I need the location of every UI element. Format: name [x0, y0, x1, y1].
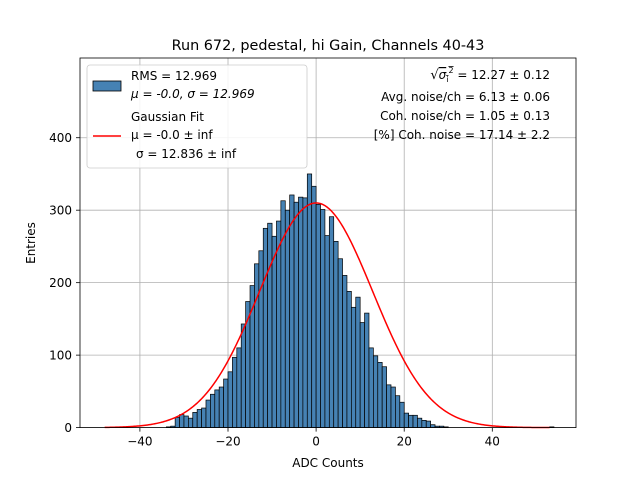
- histogram-bar: [320, 209, 326, 428]
- legend-hist-rms: RMS = 12.969: [131, 69, 217, 83]
- histogram-bar: [311, 185, 317, 428]
- histogram-bar: [346, 291, 352, 428]
- x-tick-label: −20: [215, 435, 240, 449]
- histogram-bar: [271, 235, 277, 428]
- y-tick-label: 300: [49, 203, 72, 217]
- histogram-bar: [223, 378, 229, 428]
- histogram-bar: [236, 347, 242, 428]
- legend: RMS = 12.969 μ = -0.0, σ = 12.969 Gaussi…: [86, 64, 308, 169]
- histogram-bar: [188, 417, 194, 428]
- histogram-bar: [355, 296, 361, 428]
- y-tick-label: 200: [49, 276, 72, 290]
- histogram-bar: [408, 414, 414, 428]
- histogram-bar: [315, 204, 321, 428]
- legend-hist-swatch: [92, 80, 122, 92]
- annotation-avg-noise: Avg. noise/ch = 6.13 ± 0.06: [381, 90, 550, 104]
- x-tick-label: 0: [312, 435, 320, 449]
- histogram-bar: [430, 424, 436, 428]
- histogram-bar: [240, 323, 246, 428]
- histogram-bar: [328, 216, 335, 428]
- legend-hist-stats: μ = -0.0, σ = 12.969: [130, 87, 255, 101]
- histogram-bar: [386, 384, 392, 428]
- chart-title: Run 672, pedestal, hi Gain, Channels 40-…: [172, 38, 485, 54]
- histogram-bar: [364, 312, 370, 428]
- histogram-bar: [350, 306, 357, 428]
- annotation-coh-noise-percent: [%] Coh. noise = 17.14 ± 2.2: [374, 128, 550, 142]
- histogram-bar: [359, 322, 365, 428]
- y-axis-label: Entries: [24, 222, 38, 264]
- x-tick-label: −40: [127, 435, 152, 449]
- histogram-bar: [399, 401, 405, 428]
- histogram-bar: [421, 420, 427, 428]
- histogram-bar: [377, 362, 383, 428]
- histogram-bar: [205, 399, 211, 428]
- noise-annotations: √σi2 = 12.27 ± 0.12 Avg. noise/ch = 6.13…: [374, 66, 550, 142]
- histogram-bar: [395, 395, 401, 428]
- histogram-bar: [337, 258, 343, 428]
- y-tick-label: 0: [64, 421, 72, 435]
- x-tick-label: 20: [397, 435, 412, 449]
- y-axis-ticks: 0 100 200 300 400: [49, 131, 80, 435]
- histogram-bar: [342, 275, 348, 428]
- histogram-bars: [165, 173, 555, 428]
- histogram-bar: [258, 250, 264, 428]
- x-tick-label: 40: [485, 435, 500, 449]
- legend-frame: [86, 64, 308, 169]
- histogram-bar: [324, 235, 330, 428]
- histogram-bar: [183, 415, 189, 428]
- histogram-bar: [289, 194, 295, 428]
- histogram-bar: [227, 371, 233, 428]
- y-tick-label: 100: [49, 348, 72, 362]
- histogram-bar: [284, 209, 291, 428]
- x-axis-label: ADC Counts: [292, 456, 364, 470]
- histogram-bar: [306, 173, 313, 428]
- histogram-bar: [381, 366, 387, 428]
- histogram-bar: [201, 407, 207, 428]
- histogram-bar: [403, 412, 409, 428]
- histogram-bar: [174, 417, 180, 428]
- histogram-bar: [214, 389, 220, 428]
- histogram-bar: [262, 227, 269, 428]
- histogram-bar: [298, 196, 304, 428]
- legend-fit-sigma: σ = 12.836 ± inf: [136, 147, 237, 161]
- legend-fit-title: Gaussian Fit: [131, 110, 204, 124]
- legend-fit-mu: μ = -0.0 ± inf: [131, 128, 213, 142]
- histogram-bar: [373, 355, 379, 428]
- histogram-bar: [267, 222, 273, 428]
- histogram-bar: [192, 412, 198, 428]
- histogram-bar: [196, 409, 202, 428]
- histogram-bar: [368, 347, 374, 428]
- histogram-bar: [412, 414, 418, 428]
- histogram-bar: [293, 201, 299, 428]
- x-axis-ticks: −40 −20 0 20 40: [127, 427, 500, 449]
- histogram-bar: [425, 420, 431, 428]
- histogram-bar: [333, 241, 339, 428]
- histogram-bar: [218, 386, 224, 428]
- histogram-bar: [232, 356, 238, 428]
- annotation-coh-noise: Coh. noise/ch = 1.05 ± 0.13: [380, 109, 550, 123]
- histogram-bar: [390, 386, 396, 428]
- histogram-bar: [254, 263, 260, 428]
- histogram-bar: [302, 197, 308, 428]
- histogram-bar: [179, 414, 185, 428]
- plot-frame: [79, 57, 577, 429]
- histogram-bar: [210, 393, 216, 428]
- y-tick-label: 400: [49, 131, 72, 145]
- histogram-bar: [417, 417, 423, 428]
- gaussian-fit-curve: [104, 202, 550, 429]
- annotation-total-noise: √σi2 = 12.27 ± 0.12: [430, 66, 550, 84]
